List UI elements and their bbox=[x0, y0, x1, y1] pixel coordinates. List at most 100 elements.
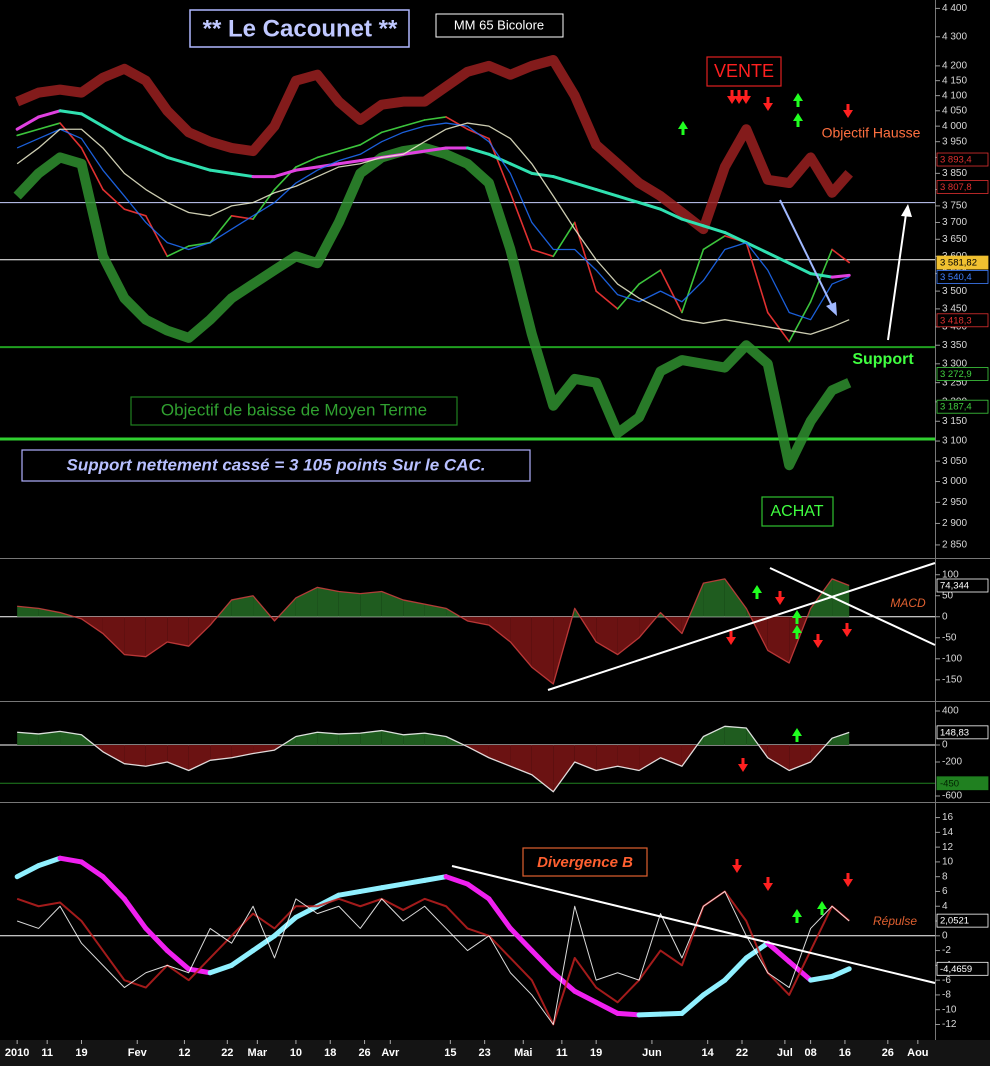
value-box bbox=[936, 961, 989, 976]
y-tick-label: -6 bbox=[942, 975, 951, 986]
line-segment bbox=[164, 948, 192, 972]
line-segment bbox=[294, 165, 319, 172]
line bbox=[17, 578, 850, 685]
area-piece bbox=[617, 744, 640, 771]
x-tick-label: Jul bbox=[777, 1047, 793, 1059]
y-tick-label: -600 bbox=[942, 791, 962, 802]
y-tick-label: 4 100 bbox=[942, 90, 967, 101]
annotation-box bbox=[21, 449, 531, 482]
line-segment bbox=[529, 948, 556, 976]
line-segment bbox=[316, 150, 340, 159]
y-tick-label: 3 150 bbox=[942, 416, 967, 427]
area-piece bbox=[531, 744, 554, 792]
area-piece bbox=[124, 616, 146, 657]
y-tick-label: 4 000 bbox=[942, 121, 967, 132]
line-segment bbox=[445, 116, 469, 131]
area-piece bbox=[703, 726, 725, 745]
line-segment bbox=[37, 122, 61, 131]
value-box bbox=[936, 152, 989, 167]
value-box bbox=[936, 725, 989, 740]
line-segment bbox=[530, 171, 555, 179]
line-segment bbox=[230, 171, 255, 179]
line-segment bbox=[293, 903, 320, 920]
y-tick-label: 3 000 bbox=[942, 476, 967, 487]
area-piece bbox=[617, 616, 640, 655]
area-piece bbox=[510, 744, 532, 775]
line-segment bbox=[766, 311, 790, 343]
line-segment bbox=[638, 269, 662, 285]
line-segment bbox=[829, 966, 852, 979]
annotation: Objectif de baisse de Moyen Terme bbox=[161, 400, 427, 419]
y-tick-label: 3 950 bbox=[942, 136, 967, 147]
area-piece bbox=[253, 744, 275, 754]
x-tick-label: 10 bbox=[290, 1047, 302, 1059]
line-segment bbox=[531, 248, 555, 258]
area-piece bbox=[210, 744, 232, 761]
line-segment bbox=[402, 119, 426, 127]
annotation-box bbox=[130, 396, 458, 426]
line-segment bbox=[207, 962, 235, 976]
line-segment bbox=[400, 877, 428, 887]
line-segment bbox=[78, 859, 106, 880]
y-tick-label: 4 bbox=[942, 901, 948, 912]
annotation: ACHAT bbox=[770, 503, 823, 520]
arrow-head bbox=[826, 302, 837, 316]
area-piece bbox=[724, 726, 747, 745]
line-segment bbox=[102, 188, 126, 210]
annotation: Objectif Hausse bbox=[822, 125, 921, 141]
line-segment bbox=[401, 149, 427, 156]
y-tick-label: 4 050 bbox=[942, 105, 967, 116]
line-segment bbox=[659, 269, 683, 314]
x-tick-label: 23 bbox=[479, 1047, 491, 1059]
line-segment bbox=[787, 261, 813, 276]
line-segment bbox=[830, 273, 851, 279]
value-box bbox=[936, 270, 989, 284]
x-tick-label: 26 bbox=[358, 1047, 370, 1059]
y-tick-label: 2 950 bbox=[942, 497, 967, 508]
chart-subtitle: MM 65 Bicolore bbox=[454, 17, 544, 32]
line-segment bbox=[14, 863, 42, 880]
y-tick-label: 4 400 bbox=[942, 3, 967, 14]
y-tick-label: 50 bbox=[942, 590, 954, 601]
line-segment bbox=[745, 241, 769, 314]
area-piece bbox=[38, 731, 61, 745]
line-segment bbox=[165, 155, 191, 166]
line-segment bbox=[229, 948, 256, 968]
area-piece bbox=[596, 744, 618, 771]
line-segment bbox=[58, 109, 83, 116]
y-tick-label: 3 300 bbox=[942, 358, 967, 369]
line bbox=[15, 54, 853, 235]
x-tick-label: Fev bbox=[128, 1047, 148, 1059]
line-segment bbox=[272, 168, 298, 179]
trend-lines bbox=[451, 199, 936, 984]
line-segment bbox=[616, 283, 640, 310]
title-box bbox=[189, 9, 410, 48]
line-segment bbox=[788, 300, 812, 343]
area-piece bbox=[703, 578, 725, 617]
line-segment bbox=[208, 168, 234, 175]
x-tick-label: 11 bbox=[41, 1047, 53, 1059]
value-box-label: 3 581,82 bbox=[940, 258, 977, 269]
line-segment bbox=[765, 940, 792, 965]
y-tick-label: 3 050 bbox=[942, 456, 967, 467]
y-tick-label: 4 150 bbox=[942, 75, 967, 86]
area-piece bbox=[231, 595, 254, 617]
area-piece bbox=[188, 744, 211, 771]
x-tick-label: Mar bbox=[248, 1047, 268, 1059]
annotation: VENTE bbox=[714, 61, 774, 81]
panel bbox=[0, 578, 935, 685]
trend-line bbox=[769, 567, 936, 646]
line-segment bbox=[59, 122, 83, 149]
area-piece bbox=[338, 733, 361, 745]
area-piece bbox=[17, 732, 39, 745]
line-segment bbox=[37, 109, 62, 119]
line-segment bbox=[680, 217, 705, 228]
area-piece bbox=[403, 599, 425, 617]
area-piece bbox=[360, 591, 382, 617]
value-box bbox=[936, 180, 989, 194]
value-box-label: 3 418,3 bbox=[940, 315, 972, 326]
area-piece bbox=[488, 744, 511, 767]
y-tick-label: 10 bbox=[942, 857, 954, 868]
line bbox=[16, 122, 850, 321]
line-segment bbox=[550, 970, 578, 994]
